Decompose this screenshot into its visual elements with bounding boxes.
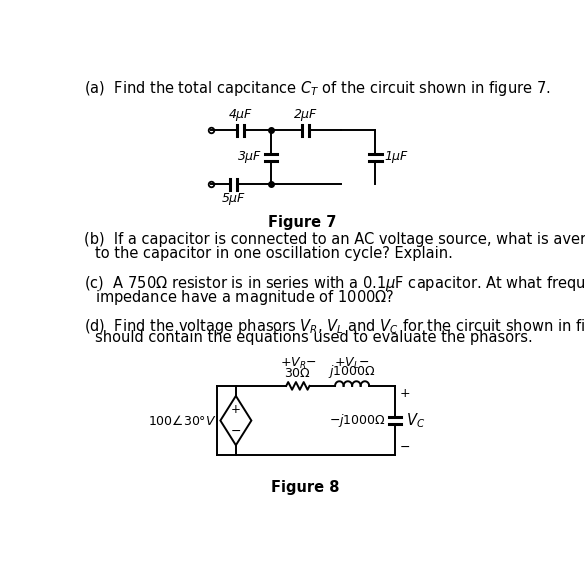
Text: +: + [231,403,241,417]
Text: −$j$1000$\Omega$: −$j$1000$\Omega$ [329,412,386,429]
Text: 3$\mu$F: 3$\mu$F [237,149,262,165]
Text: 30$\Omega$: 30$\Omega$ [284,367,311,380]
Text: +$V_L$−: +$V_L$− [335,356,370,370]
Text: 5$\mu$F: 5$\mu$F [221,191,246,207]
Text: Figure 7: Figure 7 [267,215,336,230]
Text: −: − [230,425,241,438]
Text: (d)  Find the voltage phasors $V_R$, $V_L$ and $V_C$ for the circuit shown in fi: (d) Find the voltage phasors $V_R$, $V_L… [84,316,585,336]
Text: 4$\mu$F: 4$\mu$F [228,107,253,123]
Text: +$V_R$−: +$V_R$− [280,356,316,370]
Text: to the capacitor in one oscillation cycle? Explain.: to the capacitor in one oscillation cycl… [95,246,453,261]
Text: (c)  A 750$\Omega$ resistor is in series with a 0.1$\mu$F capacitor. At what fre: (c) A 750$\Omega$ resistor is in series … [84,274,585,293]
Text: Figure 8: Figure 8 [271,480,340,495]
Text: (b)  If a capacitor is connected to an AC voltage source, what is average power : (b) If a capacitor is connected to an AC… [84,232,585,247]
Text: (a)  Find the total capcitance $C_T$ of the circuit shown in figure 7.: (a) Find the total capcitance $C_T$ of t… [84,80,550,98]
Text: 1$\mu$F: 1$\mu$F [384,149,409,165]
Text: −: − [400,441,410,454]
Text: 100$\angle$30°$V$: 100$\angle$30°$V$ [148,414,216,428]
Text: 2$\mu$F: 2$\mu$F [293,107,318,123]
Text: $j$1000$\Omega$: $j$1000$\Omega$ [328,363,376,380]
Text: $V_C$: $V_C$ [405,411,425,430]
Text: should contain the equations used to evaluate the phasors.: should contain the equations used to eva… [95,331,532,346]
Text: impedance have a magnitude of 1000$\Omega$?: impedance have a magnitude of 1000$\Omeg… [95,288,394,307]
Text: +: + [400,387,410,400]
